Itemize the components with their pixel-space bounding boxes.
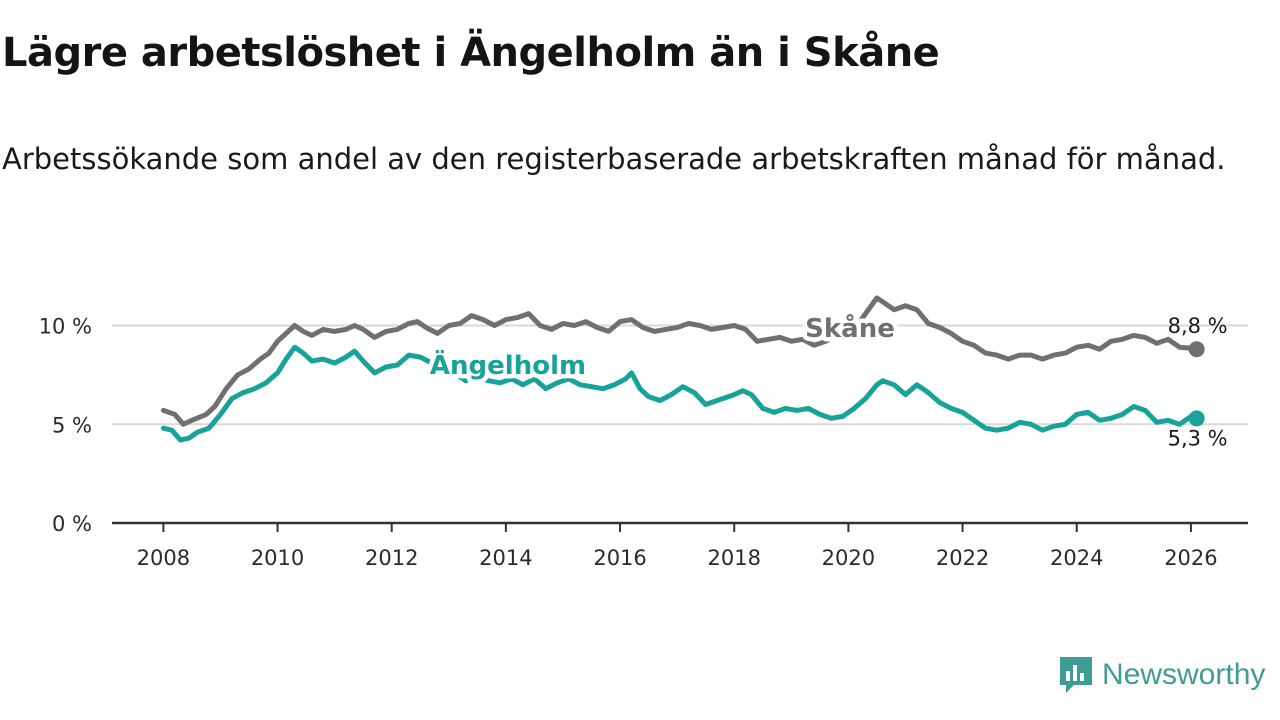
x-tick-label: 2014 [479, 546, 532, 570]
series-name-halo-0: Skåne [805, 312, 895, 344]
series-end-dot-1 [1188, 410, 1205, 427]
newsworthy-logo: Newsworthy [1058, 655, 1265, 695]
y-tick-label: 10 % [39, 315, 92, 339]
series-end-dot-0 [1188, 341, 1205, 358]
gridlines [112, 324, 1248, 426]
series-end-label-1: 5,3 % [1168, 426, 1228, 450]
x-tick-label: 2022 [936, 546, 989, 570]
newsworthy-logo-icon [1060, 657, 1092, 693]
series-line-1 [160, 344, 1200, 443]
newsworthy-logo-text: Newsworthy [1102, 658, 1266, 691]
series-name-halo-1: Ängelholm [430, 349, 586, 381]
x-tick-label: 2010 [251, 546, 304, 570]
x-tick-label: 2018 [708, 546, 761, 570]
x-tick-label: 2008 [137, 546, 190, 570]
y-tick-label: 5 % [52, 413, 92, 437]
x-tick-label: 2016 [593, 546, 646, 570]
series-lines [160, 295, 1205, 443]
x-tick-label: 2012 [365, 546, 418, 570]
series-line-0 [160, 295, 1200, 427]
x-axis-ticks: 2008 2010 2012 2014 2016 2018 2020 2022 2024 2026 [137, 523, 1218, 570]
x-tick-label: 2024 [1050, 546, 1103, 570]
page-title: Lägre arbetslöshet i Ängelholm än i Skån… [2, 30, 940, 76]
series-name-label-1: Ängelholm [430, 349, 586, 381]
y-tick-label: 0 % [52, 512, 92, 536]
series-name-label-0: Skåne [805, 312, 895, 344]
x-tick-label: 2020 [822, 546, 875, 570]
series-end-label-0: 8,8 % [1168, 314, 1228, 338]
x-tick-label: 2026 [1164, 546, 1217, 570]
chart-subtitle: Arbetssökande som andel av den registerb… [2, 142, 1226, 176]
y-axis-ticks: 0 % 5 % 10 % [39, 315, 92, 537]
